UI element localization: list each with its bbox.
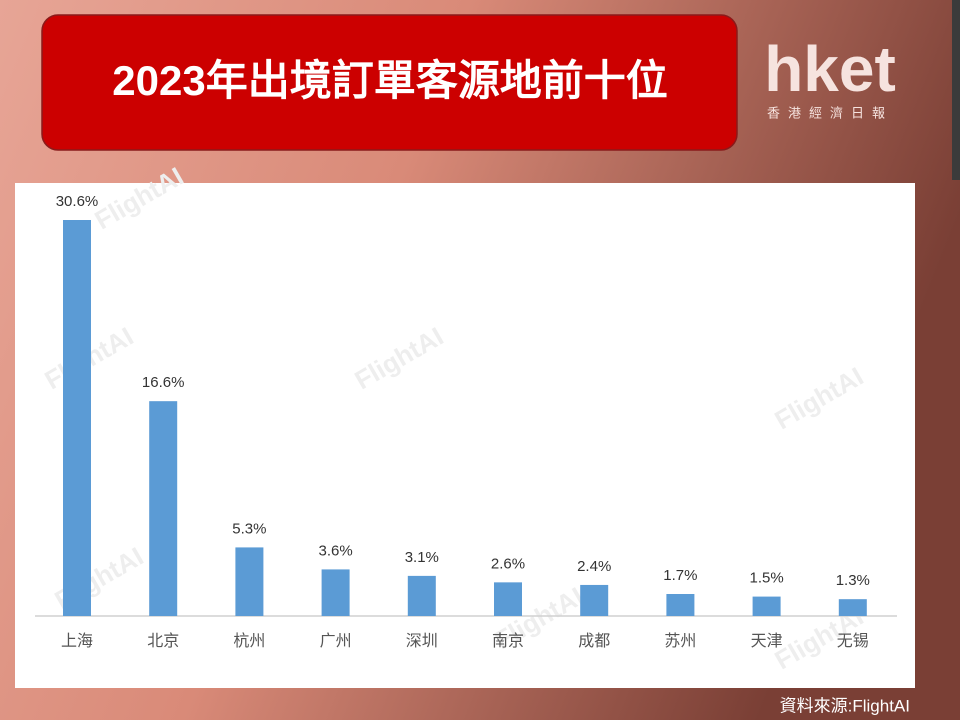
value-label: 3.1% <box>405 549 439 566</box>
x-tick-label: 无锡 <box>837 632 869 650</box>
bar <box>666 594 695 616</box>
bar <box>149 401 178 616</box>
value-label: 2.6% <box>491 555 525 572</box>
bar <box>321 569 350 616</box>
x-tick-label: 天津 <box>751 632 783 650</box>
bar <box>580 584 609 616</box>
value-label: 1.3% <box>836 572 870 589</box>
bar <box>838 599 867 616</box>
bar <box>235 547 264 616</box>
value-label: 2.4% <box>577 558 611 575</box>
bar <box>752 596 781 616</box>
value-label: 16.6% <box>142 374 185 391</box>
x-tick-label: 苏州 <box>664 632 696 650</box>
x-tick-label: 南京 <box>492 632 524 650</box>
x-tick-label: 成都 <box>578 632 610 650</box>
value-label: 1.5% <box>749 570 783 587</box>
bar <box>407 575 436 616</box>
x-tick-label: 深圳 <box>406 632 438 650</box>
bar <box>494 582 522 616</box>
x-tick-label: 上海 <box>61 632 93 650</box>
logo-subtitle: 香港經濟日報 <box>767 105 893 120</box>
value-label: 1.7% <box>663 567 697 584</box>
title-banner <box>41 14 738 151</box>
logo: hket <box>764 33 896 105</box>
value-label: 30.6% <box>56 193 99 210</box>
chart-title: 2023年出境訂單客源地前十位 <box>112 57 667 104</box>
source: 資料來源:FlightAI <box>780 696 910 715</box>
value-label: 5.3% <box>232 520 266 537</box>
x-tick-label: 广州 <box>320 632 352 650</box>
value-label: 3.6% <box>318 542 352 559</box>
x-tick-label: 杭州 <box>233 632 265 650</box>
bar <box>63 220 91 616</box>
edge-strip <box>952 0 960 180</box>
x-tick-label: 北京 <box>147 632 179 650</box>
